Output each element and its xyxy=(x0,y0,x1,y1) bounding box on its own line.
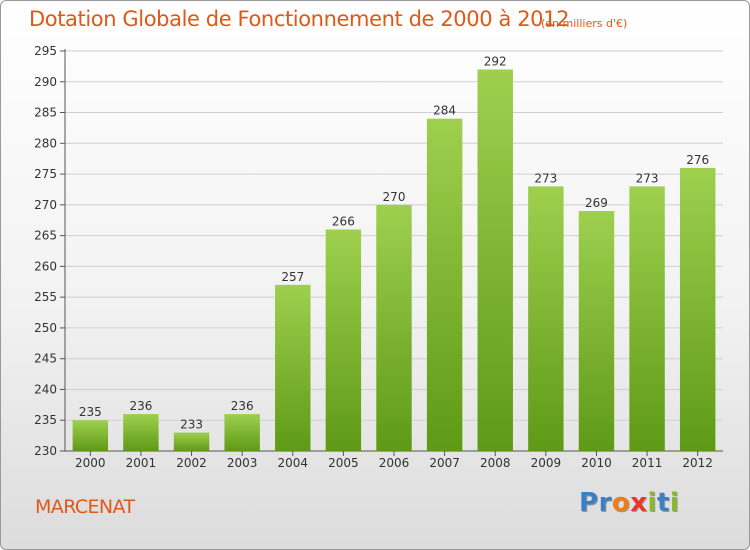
axes: 230 235 240 245 250 255 260 265 270 275 280 285 290 2… xyxy=(34,44,723,470)
x-tick-label-2004: 2004 xyxy=(277,456,308,470)
bar-2003 xyxy=(224,414,260,451)
x-tick-label-2005: 2005 xyxy=(328,456,359,470)
y-tick-label-250: 250 xyxy=(34,321,57,335)
logo-letter: r xyxy=(598,488,612,518)
data-label-2000: 235 xyxy=(79,405,102,419)
bar-2008 xyxy=(477,69,513,451)
bar-2011 xyxy=(629,186,665,451)
y-tick-label-260: 260 xyxy=(34,259,57,273)
data-labels: 235 236 233 236 257 266 270 284 292 273 269 273 276 xyxy=(79,54,709,431)
y-tick-label-290: 290 xyxy=(34,75,57,89)
data-label-2003: 236 xyxy=(231,399,254,413)
data-label-2005: 266 xyxy=(332,214,355,228)
data-label-2008: 292 xyxy=(484,54,507,68)
y-tick-label-265: 265 xyxy=(34,229,57,243)
data-label-2011: 273 xyxy=(636,171,659,185)
y-tick-label-270: 270 xyxy=(34,198,57,212)
y-tick-label-285: 285 xyxy=(34,106,57,120)
bar-2002 xyxy=(173,432,210,451)
y-tick-label-230: 230 xyxy=(34,444,57,458)
proxiti-logo: Proxiti xyxy=(579,488,679,518)
y-tick-label-255: 255 xyxy=(34,290,57,304)
bar-2006 xyxy=(376,204,412,451)
y-tick-label-280: 280 xyxy=(34,136,57,150)
bars xyxy=(72,69,716,451)
x-tick-label-2002: 2002 xyxy=(176,456,207,470)
data-label-2006: 270 xyxy=(383,190,406,204)
chart-unit: (en milliers d'€) xyxy=(541,17,628,30)
bar-2012 xyxy=(679,167,716,451)
logo-letter: t xyxy=(656,488,670,518)
data-label-2009: 273 xyxy=(534,171,557,185)
x-tick-label-2006: 2006 xyxy=(379,456,410,470)
bar-2000 xyxy=(72,420,109,451)
y-tick-label-235: 235 xyxy=(34,413,57,427)
commune-name: MARCENAT xyxy=(35,496,135,518)
data-label-2010: 269 xyxy=(585,196,608,210)
bar-2004 xyxy=(275,284,311,451)
y-tick-label-295: 295 xyxy=(34,44,57,58)
x-tick-label-2000: 2000 xyxy=(75,456,106,470)
chart-title: Dotation Globale de Fonctionnement de 20… xyxy=(29,7,570,31)
x-tick-label-2008: 2008 xyxy=(480,456,511,470)
logo-letter: x xyxy=(630,488,648,518)
bar-2001 xyxy=(123,414,159,451)
logo-letter: i xyxy=(669,488,680,518)
x-tick-label-2003: 2003 xyxy=(227,456,258,470)
logo-letter: o xyxy=(611,488,631,518)
logo-letter: P xyxy=(579,488,599,518)
data-label-2007: 284 xyxy=(433,104,456,118)
x-tick-label-2010: 2010 xyxy=(581,456,612,470)
logo-letter: i xyxy=(647,488,657,518)
bar-2005 xyxy=(325,229,362,451)
y-tick-label-240: 240 xyxy=(34,382,57,396)
x-tick-label-2001: 2001 xyxy=(126,456,157,470)
data-label-2012: 276 xyxy=(686,153,709,167)
bar-2009 xyxy=(528,186,564,451)
y-tick-label-245: 245 xyxy=(34,352,57,366)
x-tick-label-2011: 2011 xyxy=(632,456,663,470)
x-tick-label-2009: 2009 xyxy=(531,456,562,470)
data-label-2002: 233 xyxy=(180,418,203,432)
y-tick-label-275: 275 xyxy=(34,167,57,181)
data-label-2001: 236 xyxy=(129,399,152,413)
data-label-2004: 257 xyxy=(281,270,304,284)
x-tick-label-2012: 2012 xyxy=(682,456,713,470)
bar-2007 xyxy=(426,118,463,451)
bar-2010 xyxy=(578,211,615,451)
x-tick-label-2007: 2007 xyxy=(429,456,460,470)
